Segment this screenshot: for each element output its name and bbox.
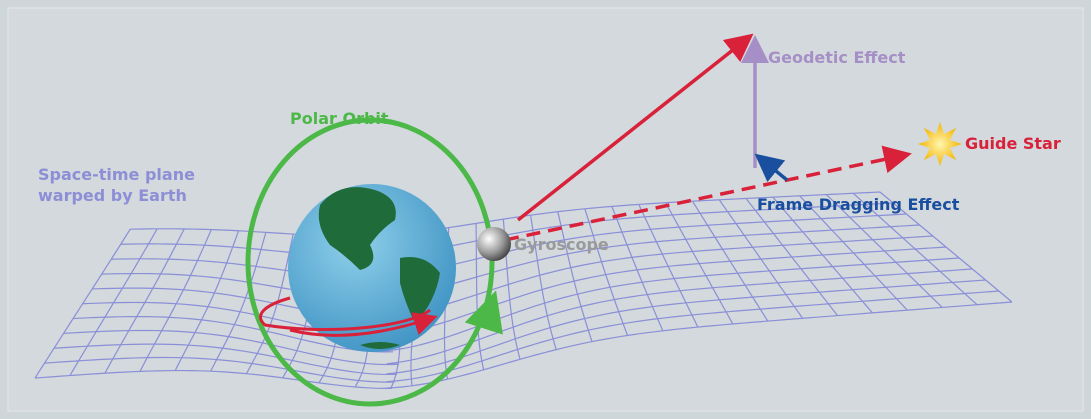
orbit-direction [464,290,503,335]
continents [318,187,440,349]
polar-orbit [245,117,495,407]
grid-line [63,268,973,366]
grid-line [101,224,920,300]
gyroscope [477,227,511,261]
label: Gyroscope [514,235,609,254]
orbit-path [259,296,431,332]
label: warped by Earth [38,186,187,205]
panel [7,7,1084,412]
grid-line [82,246,947,338]
guide-star-line [504,145,912,242]
orbit-arrow [289,312,438,337]
grid-line [34,301,1013,389]
grid-line [130,191,881,237]
label: Guide Star [965,134,1061,153]
grid-line [44,290,999,383]
label: Polar Orbit [290,109,389,128]
grid-line [54,279,986,376]
grid-line [92,235,933,320]
label: Space-time plane [38,165,195,184]
guide-star [918,122,962,166]
gyro-spin-arrow [516,33,754,222]
label: Frame Dragging Effect [757,195,960,214]
grid-line [73,257,960,353]
frame-dragging-arrow [754,153,789,183]
label: Geodetic Effect [768,48,906,67]
